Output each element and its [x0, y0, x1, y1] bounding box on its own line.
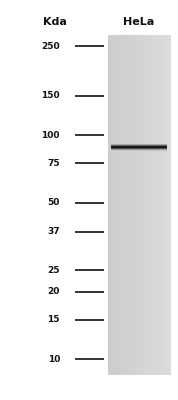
Bar: [163, 35, 164, 375]
Bar: [150, 35, 152, 375]
Bar: [135, 35, 136, 375]
Text: Kda: Kda: [43, 17, 67, 27]
Text: 10: 10: [48, 355, 60, 364]
Bar: [149, 35, 151, 375]
Text: 37: 37: [47, 228, 60, 236]
Bar: [142, 35, 144, 375]
Bar: [120, 35, 122, 375]
Bar: [166, 35, 167, 375]
Bar: [121, 35, 123, 375]
Bar: [164, 35, 165, 375]
Bar: [124, 35, 125, 375]
Bar: [115, 35, 117, 375]
Bar: [125, 35, 126, 375]
Bar: [113, 35, 115, 375]
Bar: [148, 35, 150, 375]
Bar: [134, 35, 135, 375]
Bar: [109, 35, 111, 375]
Bar: [165, 35, 166, 375]
Bar: [167, 35, 168, 375]
Bar: [129, 35, 130, 375]
Bar: [151, 35, 153, 375]
Bar: [161, 35, 162, 375]
Bar: [158, 35, 159, 375]
Text: 250: 250: [41, 42, 60, 50]
Text: 50: 50: [48, 198, 60, 207]
Bar: [128, 35, 129, 375]
Bar: [131, 35, 132, 375]
Text: 75: 75: [47, 159, 60, 168]
Bar: [156, 35, 157, 375]
Text: 100: 100: [41, 131, 60, 140]
Bar: [118, 35, 120, 375]
Bar: [143, 35, 145, 375]
Text: 15: 15: [48, 315, 60, 324]
Bar: [138, 35, 140, 375]
Bar: [141, 35, 143, 375]
Bar: [117, 35, 119, 375]
Bar: [122, 35, 124, 375]
Text: 25: 25: [48, 266, 60, 274]
Bar: [145, 35, 147, 375]
Bar: [152, 35, 154, 375]
Bar: [144, 35, 146, 375]
Bar: [147, 35, 149, 375]
Bar: [146, 35, 148, 375]
Text: HeLa: HeLa: [123, 17, 155, 27]
Bar: [114, 35, 116, 375]
Bar: [153, 35, 155, 375]
Bar: [127, 35, 128, 375]
Bar: [140, 35, 142, 375]
Bar: [139, 35, 141, 375]
Bar: [159, 35, 160, 375]
Text: 150: 150: [41, 91, 60, 100]
Bar: [136, 35, 137, 375]
Bar: [112, 35, 114, 375]
Bar: [168, 35, 169, 375]
Bar: [162, 35, 163, 375]
Bar: [119, 35, 121, 375]
Bar: [155, 35, 156, 375]
Bar: [137, 35, 138, 375]
Bar: [160, 35, 161, 375]
Bar: [111, 35, 113, 375]
Bar: [125, 35, 127, 375]
Bar: [157, 35, 158, 375]
Bar: [132, 35, 133, 375]
Bar: [133, 35, 134, 375]
Text: 20: 20: [48, 287, 60, 296]
Bar: [169, 35, 171, 375]
Bar: [110, 35, 112, 375]
Bar: [130, 35, 131, 375]
Bar: [108, 35, 109, 375]
Bar: [116, 35, 118, 375]
